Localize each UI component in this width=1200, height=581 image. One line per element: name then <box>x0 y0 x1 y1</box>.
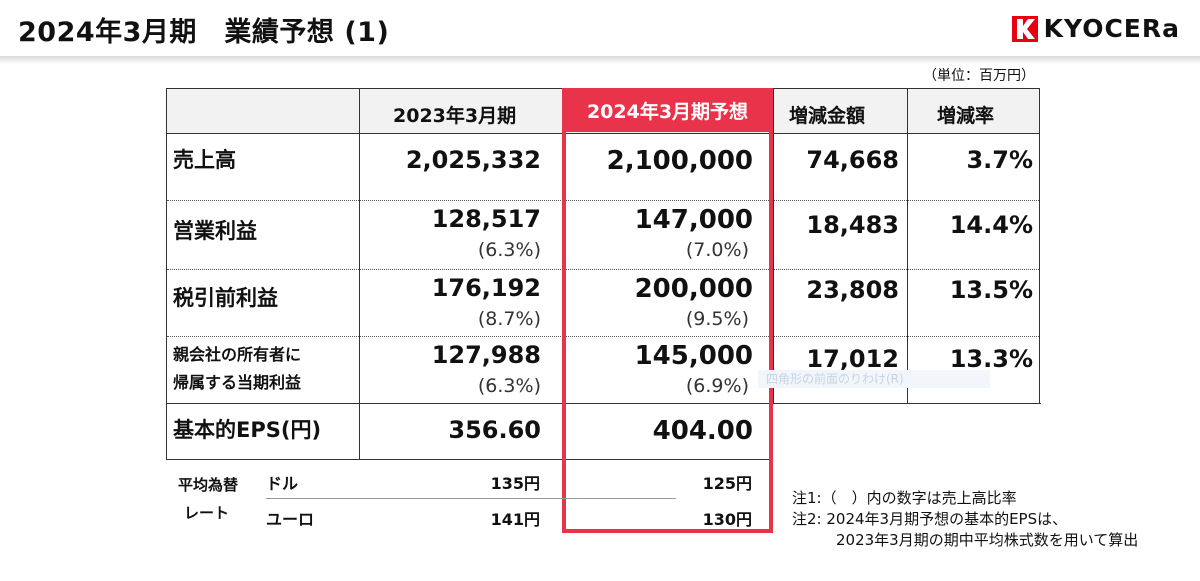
ratio-fy2024: (6.9%) <box>685 375 749 397</box>
currency-dollar: ドル <box>266 474 299 493</box>
row-label: 営業利益 <box>173 219 257 243</box>
footnotes: 注1:（ ）内の数字は売上高比率 注2: 2024年3月期予想の基本的EPSは、… <box>792 488 1138 551</box>
row-separator <box>167 403 1039 404</box>
blank-eps-area <box>773 403 1041 461</box>
rate-dollar-fy2024: 125円 <box>702 474 752 493</box>
slide-header: 2024年3月期 業績予想 (1) KYOCERa <box>0 0 1200 64</box>
page-title: 2024年3月期 業績予想 (1) <box>18 17 390 48</box>
exchange-rate-section: 平均為替 レート ドル 135円 125円 ユーロ 141円 130円 <box>166 462 774 534</box>
column-header-change-rate: 増減率 <box>937 105 995 127</box>
value-change: 23,808 <box>806 276 899 304</box>
value-rate: 3.7% <box>966 146 1033 174</box>
column-header-change-amount: 増減金額 <box>789 105 866 127</box>
value-fy2023: 2,025,332 <box>405 146 541 174</box>
ratio-fy2023: (6.3%) <box>477 239 541 261</box>
rate-dollar-fy2023: 135円 <box>490 474 540 493</box>
currency-euro: ユーロ <box>266 510 315 529</box>
value-fy2024: 147,000 <box>634 205 753 235</box>
column-header-fy2024: 2024年3月期予想 <box>562 88 773 132</box>
note-3: 2023年3月期の期中平均株式数を用いて算出 <box>836 531 1139 549</box>
row-label-line2: 帰属する当期利益 <box>173 373 302 392</box>
row-separator <box>167 269 1039 270</box>
value-fy2023: 128,517 <box>431 205 541 233</box>
value-change: 18,483 <box>806 211 899 239</box>
table-row: 基本的EPS(円) 356.60 404.00 <box>167 404 1039 460</box>
ratio-fy2024: (7.0%) <box>685 239 749 261</box>
value-fy2023: 356.60 <box>448 416 541 444</box>
unit-label: （単位：百万円） <box>923 68 1035 84</box>
note-2: 注2: 2024年3月期予想の基本的EPSは、 <box>792 510 1068 528</box>
row-separator <box>167 200 1039 201</box>
value-fy2023: 176,192 <box>431 274 541 302</box>
table-row: 税引前利益 176,192 (8.7%) 200,000 (9.5%) 23,8… <box>167 270 1039 336</box>
value-rate: 13.5% <box>949 276 1033 304</box>
ghost-tooltip: 四角形の前面のりわけ(R) <box>758 370 990 388</box>
rate-euro-fy2024: 130円 <box>702 510 752 529</box>
value-fy2023: 127,988 <box>431 341 541 369</box>
table-header-row: 2023年3月期 増減金額 増減率 <box>167 89 1039 133</box>
column-divider <box>773 89 774 459</box>
kyocera-logo-icon <box>1011 15 1038 42</box>
value-fy2024: 200,000 <box>634 274 753 304</box>
row-label: 親会社の所有者に 帰属する当期利益 <box>173 341 301 397</box>
column-divider <box>907 89 908 459</box>
rate-label-line1: 平均為替 <box>178 476 239 494</box>
row-label-line1: 親会社の所有者に <box>173 345 302 364</box>
table-row: 営業利益 128,517 (6.3%) 147,000 (7.0%) 18,48… <box>167 201 1039 269</box>
value-fy2024: 404.00 <box>652 416 753 446</box>
table-row: 売上高 2,025,332 2,100,000 74,668 3.7% <box>167 134 1039 200</box>
ratio-fy2023: (6.3%) <box>477 375 541 397</box>
table-row: 親会社の所有者に 帰属する当期利益 127,988 (6.3%) 145,000… <box>167 337 1039 403</box>
value-change: 17,012 <box>806 345 899 373</box>
column-header-fy2023: 2023年3月期 <box>393 105 517 127</box>
header-divider <box>0 56 1200 64</box>
value-fy2024: 2,100,000 <box>606 146 753 176</box>
rate-euro-fy2023: 141円 <box>490 510 540 529</box>
row-label: 税引前利益 <box>173 286 278 310</box>
ratio-fy2024: (9.5%) <box>685 308 749 330</box>
logo-text: KYOCERa <box>1043 14 1180 43</box>
row-label: 基本的EPS(円) <box>173 418 322 442</box>
rate-label-line2: レート <box>184 504 230 522</box>
rate-separator <box>266 498 676 499</box>
row-separator <box>167 336 1039 337</box>
value-rate: 14.4% <box>949 211 1033 239</box>
note-1: 注1:（ ）内の数字は売上高比率 <box>792 489 1017 507</box>
header-separator <box>167 133 1039 134</box>
column-divider <box>359 89 360 459</box>
forecast-table: 2023年3月期 増減金額 増減率 売上高 2,025,332 2,100,00… <box>166 88 1040 460</box>
row-label: 売上高 <box>173 148 236 172</box>
value-fy2024: 145,000 <box>634 341 753 371</box>
value-change: 74,668 <box>806 146 899 174</box>
value-rate: 13.3% <box>949 345 1033 373</box>
kyocera-logo: KYOCERa <box>1011 14 1180 43</box>
ratio-fy2023: (8.7%) <box>477 308 541 330</box>
